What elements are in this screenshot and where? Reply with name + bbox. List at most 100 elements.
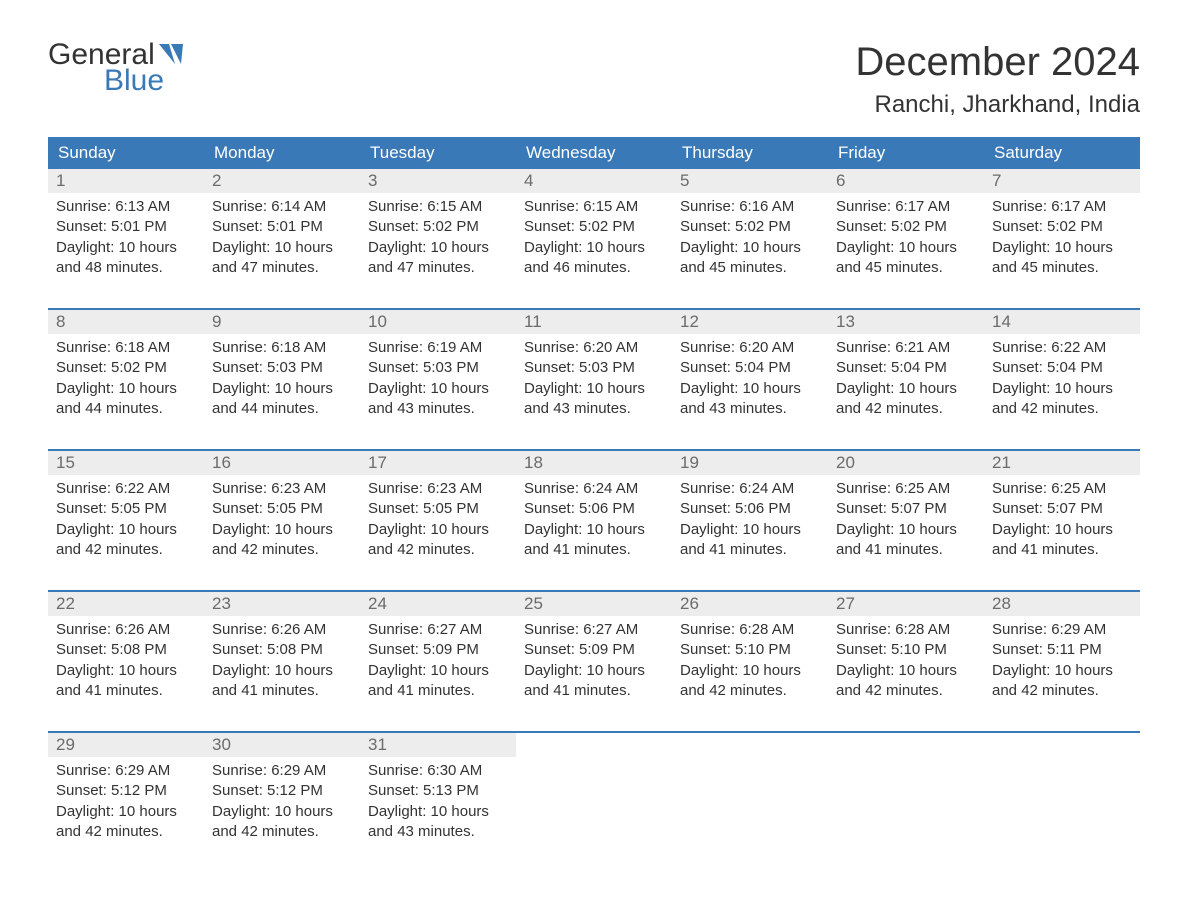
day-cell: 17Sunrise: 6:23 AMSunset: 5:05 PMDayligh… — [360, 451, 516, 568]
day-body: Sunrise: 6:29 AMSunset: 5:12 PMDaylight:… — [204, 757, 360, 842]
sunrise-line: Sunrise: 6:15 AM — [368, 197, 508, 217]
daylight-line-2: and 46 minutes. — [524, 258, 664, 278]
sunset-line: Sunset: 5:13 PM — [368, 781, 508, 801]
sunrise-line: Sunrise: 6:18 AM — [212, 338, 352, 358]
daylight-line-1: Daylight: 10 hours — [212, 379, 352, 399]
weekday-header: Sunday — [48, 137, 204, 169]
sunset-line: Sunset: 5:02 PM — [368, 217, 508, 237]
daylight-line-2: and 41 minutes. — [992, 540, 1132, 560]
weekday-header: Tuesday — [360, 137, 516, 169]
day-cell: 27Sunrise: 6:28 AMSunset: 5:10 PMDayligh… — [828, 592, 984, 709]
sunset-line: Sunset: 5:02 PM — [56, 358, 196, 378]
day-number: 1 — [48, 169, 204, 193]
daylight-line-1: Daylight: 10 hours — [524, 379, 664, 399]
day-number: 10 — [360, 310, 516, 334]
day-body: Sunrise: 6:30 AMSunset: 5:13 PMDaylight:… — [360, 757, 516, 842]
day-body: Sunrise: 6:13 AMSunset: 5:01 PMDaylight:… — [48, 193, 204, 278]
daylight-line-2: and 41 minutes. — [524, 540, 664, 560]
daylight-line-1: Daylight: 10 hours — [56, 520, 196, 540]
day-number: 25 — [516, 592, 672, 616]
day-cell: 3Sunrise: 6:15 AMSunset: 5:02 PMDaylight… — [360, 169, 516, 286]
sunset-line: Sunset: 5:02 PM — [836, 217, 976, 237]
day-body: Sunrise: 6:20 AMSunset: 5:04 PMDaylight:… — [672, 334, 828, 419]
day-body: Sunrise: 6:28 AMSunset: 5:10 PMDaylight:… — [828, 616, 984, 701]
sunrise-line: Sunrise: 6:23 AM — [212, 479, 352, 499]
day-number: 27 — [828, 592, 984, 616]
sunset-line: Sunset: 5:04 PM — [992, 358, 1132, 378]
sunset-line: Sunset: 5:08 PM — [56, 640, 196, 660]
sunset-line: Sunset: 5:03 PM — [368, 358, 508, 378]
sunset-line: Sunset: 5:01 PM — [56, 217, 196, 237]
day-cell: 23Sunrise: 6:26 AMSunset: 5:08 PMDayligh… — [204, 592, 360, 709]
day-cell: . — [516, 733, 672, 850]
day-cell: 14Sunrise: 6:22 AMSunset: 5:04 PMDayligh… — [984, 310, 1140, 427]
day-cell: 12Sunrise: 6:20 AMSunset: 5:04 PMDayligh… — [672, 310, 828, 427]
day-number: 7 — [984, 169, 1140, 193]
week-row: 29Sunrise: 6:29 AMSunset: 5:12 PMDayligh… — [48, 731, 1140, 850]
sunset-line: Sunset: 5:03 PM — [212, 358, 352, 378]
daylight-line-1: Daylight: 10 hours — [992, 379, 1132, 399]
day-number: 12 — [672, 310, 828, 334]
sunset-line: Sunset: 5:12 PM — [212, 781, 352, 801]
day-number: 8 — [48, 310, 204, 334]
day-body: Sunrise: 6:19 AMSunset: 5:03 PMDaylight:… — [360, 334, 516, 419]
daylight-line-1: Daylight: 10 hours — [992, 661, 1132, 681]
daylight-line-1: Daylight: 10 hours — [56, 802, 196, 822]
sunset-line: Sunset: 5:04 PM — [680, 358, 820, 378]
day-body: Sunrise: 6:27 AMSunset: 5:09 PMDaylight:… — [516, 616, 672, 701]
sunrise-line: Sunrise: 6:22 AM — [56, 479, 196, 499]
weekday-header: Saturday — [984, 137, 1140, 169]
daylight-line-2: and 41 minutes. — [212, 681, 352, 701]
day-number: 28 — [984, 592, 1140, 616]
day-cell: 15Sunrise: 6:22 AMSunset: 5:05 PMDayligh… — [48, 451, 204, 568]
day-cell: 30Sunrise: 6:29 AMSunset: 5:12 PMDayligh… — [204, 733, 360, 850]
sunrise-line: Sunrise: 6:23 AM — [368, 479, 508, 499]
day-number: 20 — [828, 451, 984, 475]
brand-logo: General Blue — [48, 40, 191, 96]
sunset-line: Sunset: 5:04 PM — [836, 358, 976, 378]
day-number: 14 — [984, 310, 1140, 334]
daylight-line-2: and 44 minutes. — [212, 399, 352, 419]
day-number: 31 — [360, 733, 516, 757]
daylight-line-2: and 42 minutes. — [368, 540, 508, 560]
day-cell: 24Sunrise: 6:27 AMSunset: 5:09 PMDayligh… — [360, 592, 516, 709]
daylight-line-1: Daylight: 10 hours — [836, 661, 976, 681]
daylight-line-2: and 47 minutes. — [212, 258, 352, 278]
day-number: 4 — [516, 169, 672, 193]
daylight-line-1: Daylight: 10 hours — [836, 238, 976, 258]
daylight-line-1: Daylight: 10 hours — [212, 238, 352, 258]
daylight-line-2: and 42 minutes. — [56, 822, 196, 842]
day-cell: 2Sunrise: 6:14 AMSunset: 5:01 PMDaylight… — [204, 169, 360, 286]
sunset-line: Sunset: 5:09 PM — [524, 640, 664, 660]
day-body: Sunrise: 6:23 AMSunset: 5:05 PMDaylight:… — [360, 475, 516, 560]
daylight-line-1: Daylight: 10 hours — [992, 238, 1132, 258]
sunset-line: Sunset: 5:05 PM — [368, 499, 508, 519]
daylight-line-1: Daylight: 10 hours — [56, 238, 196, 258]
sunrise-line: Sunrise: 6:28 AM — [680, 620, 820, 640]
day-number: 29 — [48, 733, 204, 757]
month-title: December 2024 — [855, 40, 1140, 85]
sunrise-line: Sunrise: 6:17 AM — [992, 197, 1132, 217]
sunrise-line: Sunrise: 6:18 AM — [56, 338, 196, 358]
day-cell: 1Sunrise: 6:13 AMSunset: 5:01 PMDaylight… — [48, 169, 204, 286]
daylight-line-2: and 42 minutes. — [992, 399, 1132, 419]
weekday-header: Wednesday — [516, 137, 672, 169]
weekday-header: Monday — [204, 137, 360, 169]
daylight-line-2: and 42 minutes. — [836, 399, 976, 419]
day-cell: . — [672, 733, 828, 850]
sunrise-line: Sunrise: 6:21 AM — [836, 338, 976, 358]
day-number: 22 — [48, 592, 204, 616]
day-body: Sunrise: 6:26 AMSunset: 5:08 PMDaylight:… — [204, 616, 360, 701]
day-body: Sunrise: 6:18 AMSunset: 5:02 PMDaylight:… — [48, 334, 204, 419]
daylight-line-2: and 48 minutes. — [56, 258, 196, 278]
sunrise-line: Sunrise: 6:29 AM — [992, 620, 1132, 640]
daylight-line-2: and 43 minutes. — [368, 822, 508, 842]
day-body: Sunrise: 6:27 AMSunset: 5:09 PMDaylight:… — [360, 616, 516, 701]
day-body: Sunrise: 6:29 AMSunset: 5:12 PMDaylight:… — [48, 757, 204, 842]
daylight-line-1: Daylight: 10 hours — [836, 520, 976, 540]
sunset-line: Sunset: 5:12 PM — [56, 781, 196, 801]
weekday-header: Thursday — [672, 137, 828, 169]
day-body: Sunrise: 6:24 AMSunset: 5:06 PMDaylight:… — [672, 475, 828, 560]
sunset-line: Sunset: 5:06 PM — [524, 499, 664, 519]
day-cell: 7Sunrise: 6:17 AMSunset: 5:02 PMDaylight… — [984, 169, 1140, 286]
